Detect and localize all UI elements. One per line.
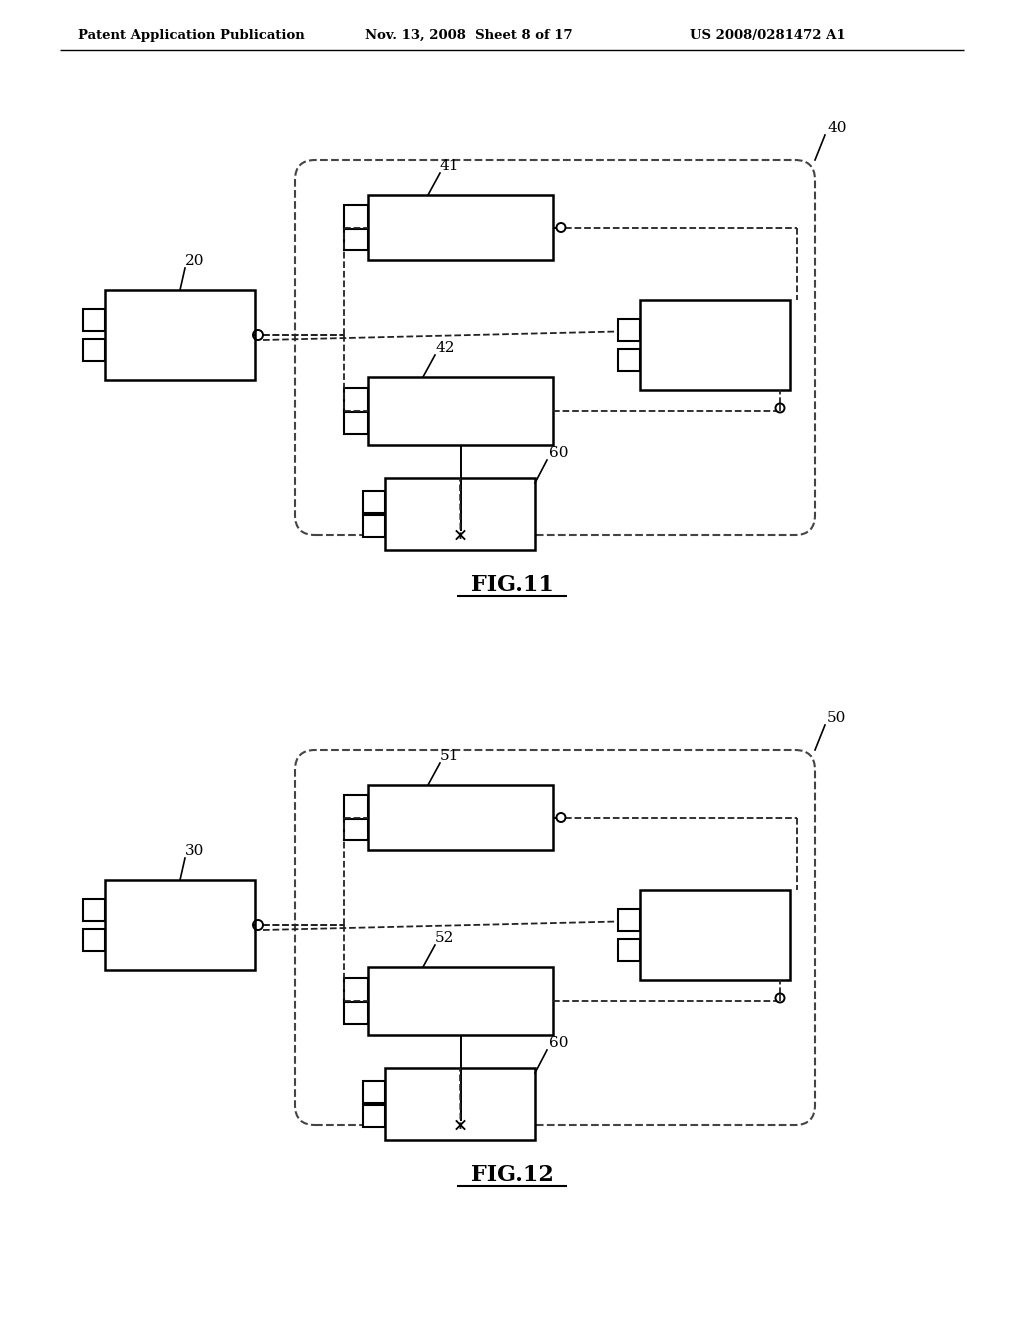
Text: 60: 60 <box>549 446 568 459</box>
Text: 51: 51 <box>440 748 460 763</box>
Bar <box>362 1081 385 1104</box>
Text: Nov. 13, 2008  Sheet 8 of 17: Nov. 13, 2008 Sheet 8 of 17 <box>365 29 572 41</box>
Bar <box>640 890 790 979</box>
Bar <box>344 388 368 412</box>
Text: 40: 40 <box>827 121 847 135</box>
Text: 50: 50 <box>827 711 847 725</box>
Bar <box>344 205 368 228</box>
Bar <box>368 785 553 850</box>
Text: 30: 30 <box>185 843 205 858</box>
Text: 60: 60 <box>549 1036 568 1049</box>
Text: Patent Application Publication: Patent Application Publication <box>78 29 305 41</box>
Bar <box>618 909 640 931</box>
Bar <box>105 290 255 380</box>
Bar <box>385 478 535 550</box>
Bar <box>618 348 640 371</box>
Bar <box>385 1068 535 1140</box>
Text: FIG.12: FIG.12 <box>471 1164 553 1185</box>
Bar <box>83 309 105 331</box>
Text: US 2008/0281472 A1: US 2008/0281472 A1 <box>690 29 846 41</box>
Bar <box>344 816 368 841</box>
Bar <box>618 319 640 341</box>
Bar <box>344 226 368 251</box>
Bar <box>362 515 385 537</box>
Text: FIG.11: FIG.11 <box>471 574 553 597</box>
Bar <box>83 339 105 360</box>
Bar <box>618 939 640 961</box>
Text: 52: 52 <box>435 931 455 945</box>
Bar <box>368 378 553 445</box>
Text: 20: 20 <box>185 253 205 268</box>
Bar <box>362 491 385 513</box>
Bar <box>368 195 553 260</box>
Bar <box>83 929 105 950</box>
Bar <box>83 899 105 921</box>
Bar <box>344 411 368 434</box>
Text: 42: 42 <box>435 341 455 355</box>
Bar <box>344 795 368 818</box>
Bar <box>344 978 368 1002</box>
Text: 41: 41 <box>440 158 460 173</box>
Bar <box>368 968 553 1035</box>
Bar <box>362 1105 385 1127</box>
Bar <box>344 1001 368 1024</box>
Bar <box>105 880 255 970</box>
Bar <box>640 300 790 389</box>
